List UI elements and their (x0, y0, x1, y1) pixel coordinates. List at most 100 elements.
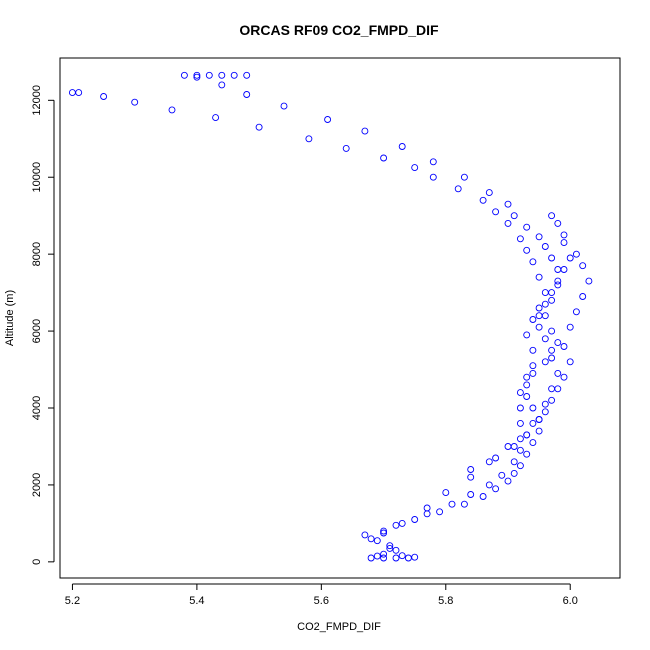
data-point (560, 239, 568, 247)
data-point (380, 529, 388, 537)
data-point (373, 552, 381, 560)
data-point (230, 71, 238, 79)
data-point (579, 293, 587, 300)
data-point (535, 273, 543, 281)
data-point (380, 554, 388, 562)
data-point (398, 519, 406, 527)
data-point (554, 339, 562, 347)
y-tick-label: 12000 (31, 85, 43, 116)
chart-title: ORCAS RF09 CO2_FMPD_DIF (239, 22, 439, 38)
data-point (386, 544, 394, 552)
data-point (560, 231, 568, 239)
y-tick-label: 10000 (31, 162, 43, 193)
data-point (541, 358, 549, 366)
data-point (529, 258, 537, 266)
data-point (560, 373, 568, 381)
data-point (529, 439, 537, 447)
data-point (541, 243, 549, 250)
data-point (535, 323, 543, 331)
data-point (541, 312, 549, 320)
data-point (516, 435, 524, 443)
x-tick-label: 5.2 (65, 595, 80, 607)
data-point (523, 223, 531, 231)
y-tick-label: 2000 (31, 473, 43, 497)
data-point (205, 71, 213, 79)
data-point (168, 106, 176, 114)
data-point (460, 173, 468, 181)
data-point (467, 491, 475, 498)
data-point (485, 458, 493, 466)
data-point (436, 508, 444, 516)
data-point (442, 489, 450, 497)
data-point (510, 458, 518, 466)
data-point (548, 396, 556, 404)
data-point (255, 123, 263, 131)
data-point (324, 116, 332, 123)
data-point (523, 393, 531, 400)
y-axis-label: Altitude (m) (4, 290, 16, 346)
data-point (193, 73, 201, 81)
data-point (541, 335, 549, 343)
data-point (541, 408, 549, 416)
data-point (554, 385, 562, 393)
data-point (218, 81, 226, 89)
data-point (510, 469, 518, 477)
data-point (498, 471, 506, 479)
data-point (429, 158, 437, 166)
data-point (516, 404, 524, 412)
data-point (516, 446, 524, 454)
data-point (579, 262, 587, 270)
data-point (193, 71, 201, 79)
y-tick-label: 8000 (31, 242, 43, 266)
data-point (75, 89, 83, 97)
data-point (485, 481, 493, 489)
data-point (566, 323, 574, 331)
data-point (541, 300, 549, 308)
data-point (398, 552, 406, 560)
data-point (510, 212, 518, 220)
data-point (529, 404, 537, 412)
data-point (523, 331, 531, 339)
data-point (541, 289, 549, 297)
x-tick-label: 6.0 (563, 595, 578, 607)
data-point (554, 277, 562, 285)
data-point (529, 369, 537, 377)
data-point (479, 196, 487, 204)
data-point (548, 254, 556, 262)
data-point (560, 266, 568, 273)
data-point (454, 185, 462, 193)
data-points (68, 71, 593, 562)
data-point (554, 219, 562, 227)
data-point (380, 550, 388, 558)
data-point (516, 389, 524, 397)
data-point (529, 346, 537, 354)
data-point (541, 400, 549, 408)
data-point (566, 254, 574, 262)
data-point (548, 212, 556, 220)
data-point (373, 537, 381, 545)
data-point (218, 71, 226, 79)
data-point (523, 246, 531, 254)
data-point (448, 500, 456, 508)
y-tick-label: 0 (31, 559, 43, 565)
data-point (516, 235, 524, 243)
data-point (367, 554, 375, 562)
data-point (504, 219, 512, 227)
data-point (535, 427, 543, 435)
data-point (380, 527, 388, 535)
data-point (554, 281, 562, 289)
data-point (305, 135, 313, 143)
data-point (535, 233, 543, 241)
data-point (554, 266, 562, 273)
data-point (535, 304, 543, 312)
data-point (535, 416, 543, 423)
data-point (535, 312, 543, 320)
data-point (423, 510, 431, 518)
x-tick-label: 5.4 (189, 595, 204, 607)
data-point (516, 419, 524, 427)
data-point (467, 473, 475, 481)
data-point (392, 554, 400, 562)
data-point (504, 477, 512, 485)
data-point (492, 208, 500, 216)
